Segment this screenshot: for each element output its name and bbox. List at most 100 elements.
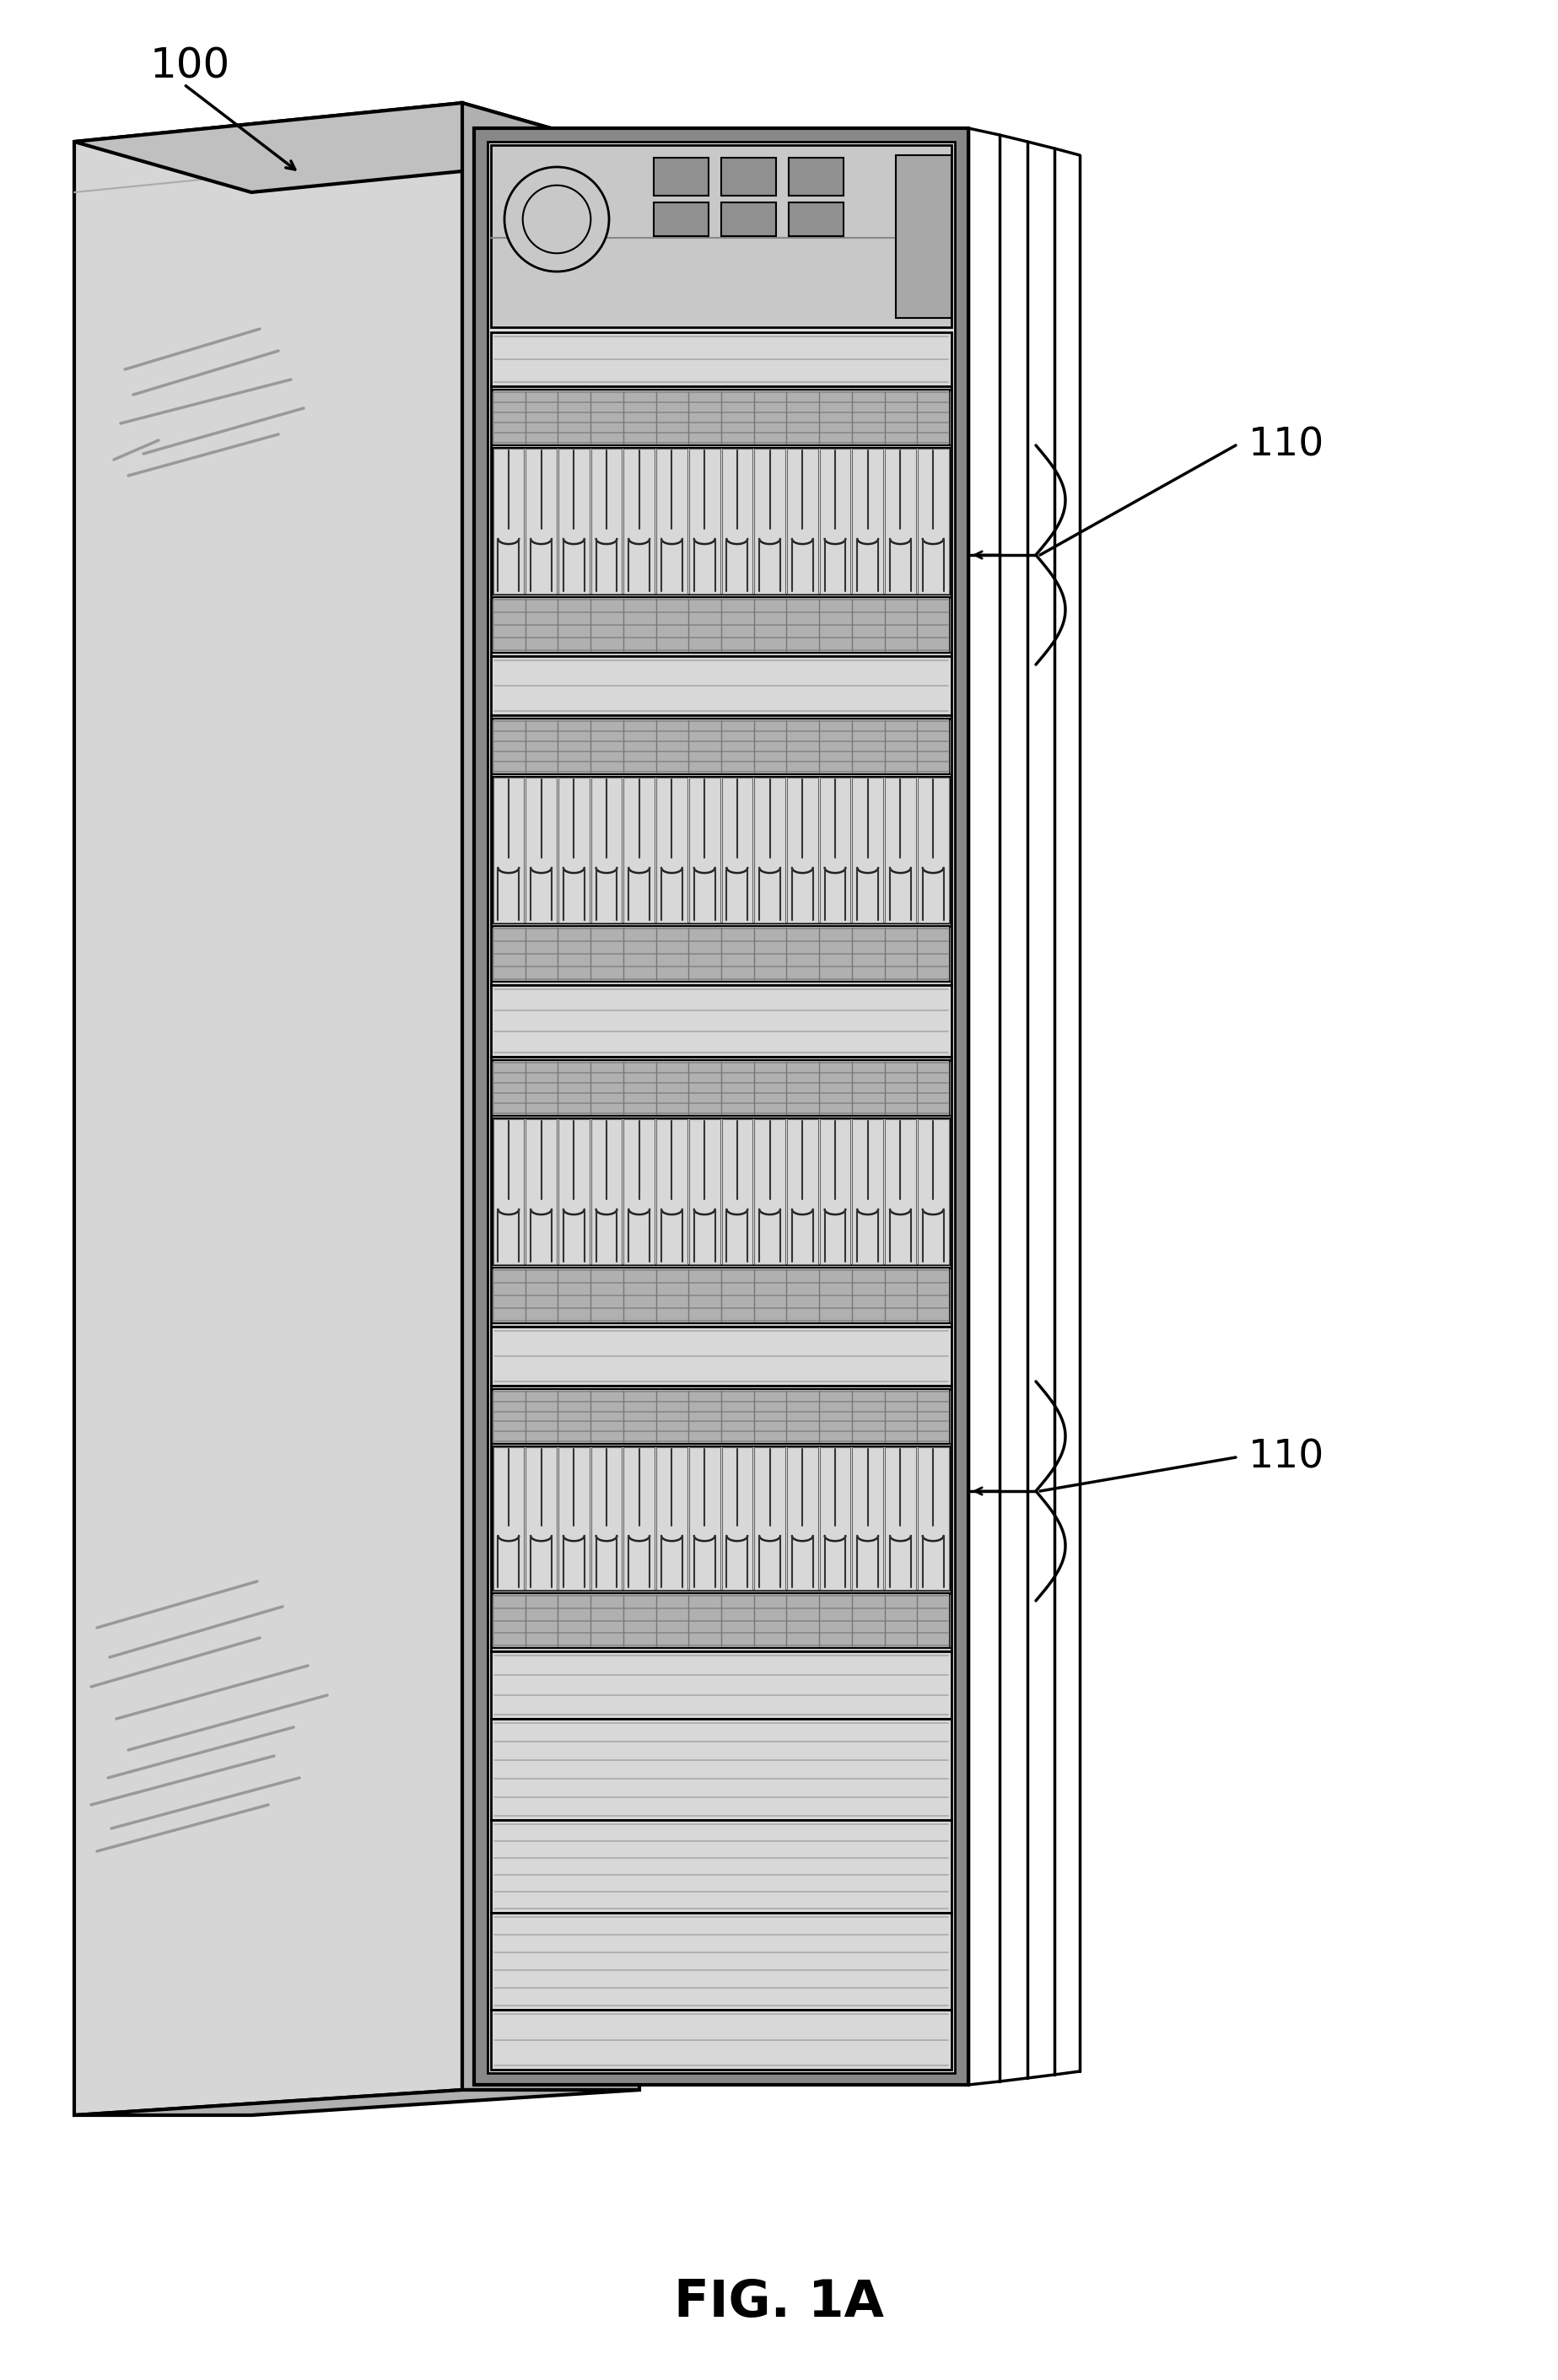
Polygon shape	[656, 778, 687, 923]
Polygon shape	[590, 778, 622, 923]
Polygon shape	[492, 1592, 950, 1647]
Polygon shape	[788, 202, 843, 236]
Polygon shape	[754, 778, 785, 923]
Polygon shape	[525, 1447, 556, 1590]
Polygon shape	[820, 1447, 851, 1590]
Text: FIG. 1A: FIG. 1A	[673, 2278, 883, 2328]
Polygon shape	[492, 1447, 950, 1590]
Polygon shape	[852, 1447, 883, 1590]
Polygon shape	[491, 1821, 952, 1914]
Polygon shape	[590, 1119, 622, 1264]
Circle shape	[505, 167, 609, 271]
Polygon shape	[558, 1119, 589, 1264]
Polygon shape	[75, 102, 463, 2116]
Polygon shape	[656, 450, 687, 593]
Polygon shape	[787, 1119, 818, 1264]
Polygon shape	[492, 1390, 950, 1445]
Polygon shape	[491, 1385, 952, 1652]
Polygon shape	[885, 1447, 916, 1590]
Polygon shape	[820, 778, 851, 923]
Polygon shape	[721, 157, 776, 195]
Text: 100: 100	[150, 45, 231, 86]
Polygon shape	[463, 102, 639, 2090]
Polygon shape	[721, 202, 776, 236]
Polygon shape	[852, 1119, 883, 1264]
Polygon shape	[491, 1652, 952, 1718]
Polygon shape	[558, 778, 589, 923]
Polygon shape	[820, 450, 851, 593]
Polygon shape	[492, 1119, 950, 1266]
Polygon shape	[885, 450, 916, 593]
Polygon shape	[689, 1447, 720, 1590]
Polygon shape	[492, 1447, 523, 1590]
Polygon shape	[623, 450, 654, 593]
Polygon shape	[491, 714, 952, 985]
Polygon shape	[623, 778, 654, 923]
Polygon shape	[558, 1447, 589, 1590]
Polygon shape	[492, 450, 523, 593]
Polygon shape	[754, 1447, 785, 1590]
Polygon shape	[787, 450, 818, 593]
Polygon shape	[654, 202, 709, 236]
Polygon shape	[525, 450, 556, 593]
Polygon shape	[918, 778, 949, 923]
Polygon shape	[491, 657, 952, 714]
Polygon shape	[787, 1447, 818, 1590]
Polygon shape	[558, 450, 589, 593]
Polygon shape	[689, 1119, 720, 1264]
Polygon shape	[75, 2090, 639, 2116]
Polygon shape	[75, 102, 639, 193]
Polygon shape	[852, 450, 883, 593]
Polygon shape	[492, 778, 523, 923]
Polygon shape	[491, 1326, 952, 1385]
Polygon shape	[590, 1447, 622, 1590]
Polygon shape	[721, 1447, 753, 1590]
Polygon shape	[492, 597, 950, 652]
Polygon shape	[492, 926, 950, 981]
Polygon shape	[689, 450, 720, 593]
Polygon shape	[788, 157, 843, 195]
Polygon shape	[492, 1119, 523, 1264]
Polygon shape	[885, 1119, 916, 1264]
Polygon shape	[918, 1447, 949, 1590]
Polygon shape	[721, 778, 753, 923]
Polygon shape	[721, 450, 753, 593]
Polygon shape	[896, 155, 952, 319]
Polygon shape	[491, 985, 952, 1057]
Polygon shape	[492, 1059, 950, 1116]
Polygon shape	[623, 1447, 654, 1590]
Polygon shape	[491, 333, 952, 386]
Polygon shape	[656, 1119, 687, 1264]
Polygon shape	[754, 1119, 785, 1264]
Polygon shape	[852, 778, 883, 923]
Polygon shape	[820, 1119, 851, 1264]
Polygon shape	[885, 778, 916, 923]
Polygon shape	[492, 719, 950, 774]
Polygon shape	[623, 1119, 654, 1264]
Polygon shape	[491, 145, 952, 326]
Polygon shape	[754, 450, 785, 593]
Polygon shape	[787, 778, 818, 923]
Polygon shape	[492, 447, 950, 595]
Polygon shape	[525, 1119, 556, 1264]
Polygon shape	[525, 778, 556, 923]
Text: 110: 110	[1248, 1438, 1324, 1476]
Polygon shape	[918, 1119, 949, 1264]
Polygon shape	[590, 450, 622, 593]
Polygon shape	[918, 450, 949, 593]
Polygon shape	[654, 157, 709, 195]
Text: 110: 110	[1248, 426, 1324, 464]
Polygon shape	[491, 1718, 952, 1821]
Polygon shape	[492, 776, 950, 923]
Polygon shape	[492, 1269, 950, 1323]
Polygon shape	[492, 390, 950, 445]
Polygon shape	[491, 2009, 952, 2071]
Polygon shape	[721, 1119, 753, 1264]
Polygon shape	[474, 129, 969, 2085]
Polygon shape	[656, 1447, 687, 1590]
Polygon shape	[689, 778, 720, 923]
Polygon shape	[491, 386, 952, 657]
Polygon shape	[491, 1914, 952, 2009]
Polygon shape	[488, 143, 955, 2073]
Polygon shape	[491, 1057, 952, 1326]
